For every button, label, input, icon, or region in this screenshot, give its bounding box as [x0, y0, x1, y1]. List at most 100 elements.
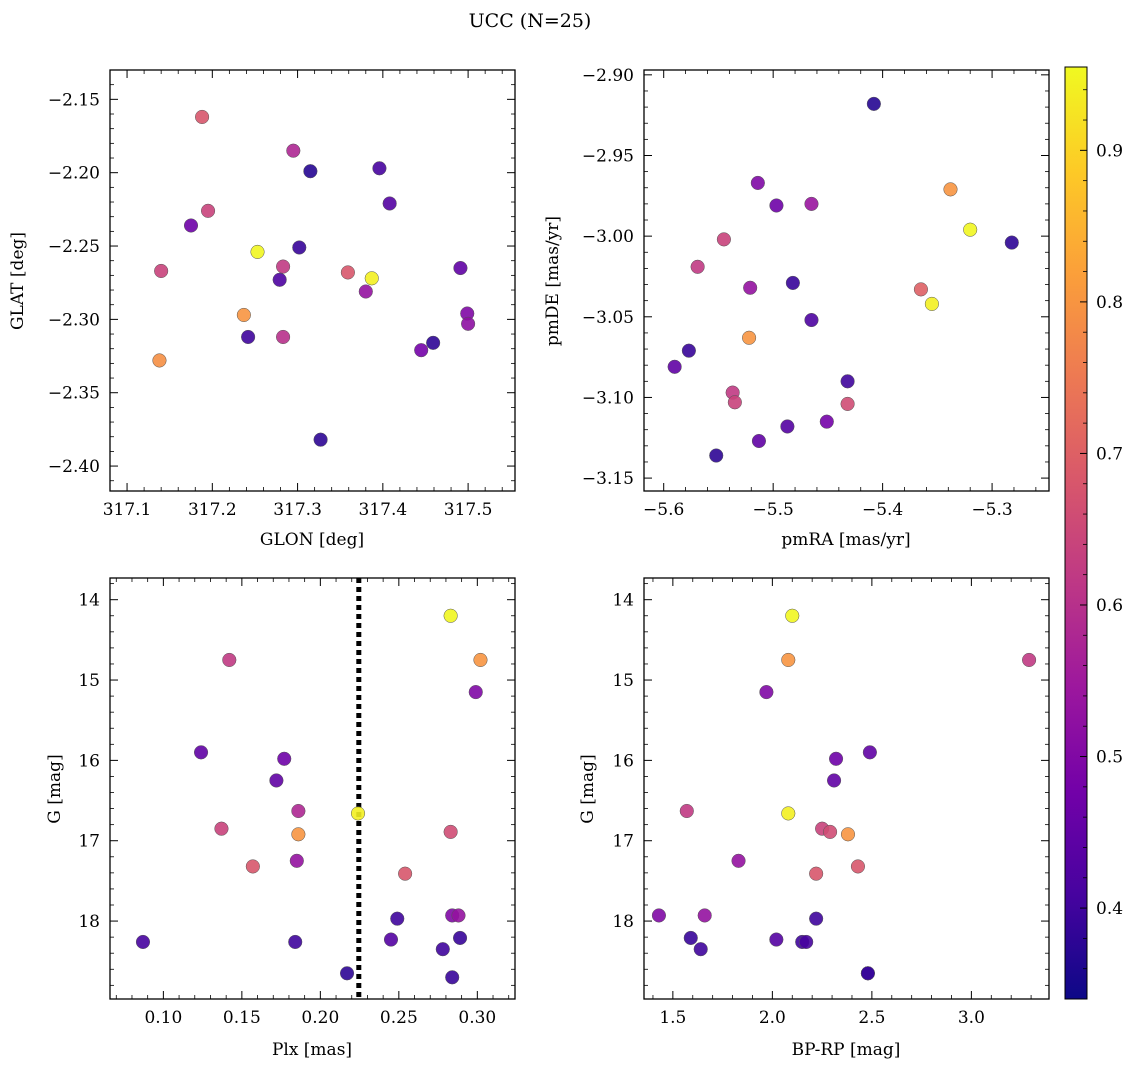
scatter-point	[358, 284, 373, 299]
scatter-point	[866, 96, 881, 111]
scatter-point	[288, 934, 303, 950]
scatter-point	[781, 806, 796, 821]
y-tick-label: −3.15	[582, 469, 634, 489]
y-axis-label: G [mag]	[578, 754, 598, 823]
scatter-point	[924, 296, 939, 311]
scatter-point	[135, 934, 151, 950]
x-tick-label: 0.25	[380, 1008, 418, 1028]
y-tick-label: −3.05	[582, 308, 634, 328]
scatter-point	[823, 824, 838, 839]
scatter-point	[451, 908, 466, 923]
scatter-point	[291, 827, 306, 842]
scatter-point	[241, 329, 256, 345]
y-tick-label: −2.40	[48, 457, 100, 477]
colorbar-tick-label: 0.4	[1096, 899, 1123, 919]
scatter-point	[850, 859, 865, 874]
scatter-point	[291, 803, 306, 819]
scatter-point	[276, 329, 291, 345]
scatter-point	[829, 751, 844, 766]
colorbar-gradient	[1064, 66, 1088, 1000]
scatter-point	[214, 821, 229, 836]
colorbar: 0.4 0.5 0.6 0.7 0.8 0.9	[1064, 66, 1123, 1000]
scatter-point	[339, 966, 355, 981]
x-axis-label: BP-RP [mag]	[792, 1040, 901, 1060]
scatter-point	[183, 218, 199, 233]
scatter-point	[690, 259, 705, 274]
scatter-point	[781, 652, 796, 668]
scatter-point	[1022, 652, 1037, 668]
scatter-point	[414, 343, 429, 358]
panel-plx-g: Plx [mas] G [mag] 0.10 0.15 0.20 0.25 0.30 14…	[45, 577, 516, 1060]
scatter-point	[453, 260, 468, 276]
scatter-point	[780, 419, 795, 434]
scatter-point	[731, 853, 746, 868]
scatter-point	[804, 196, 819, 211]
scatter-point	[152, 353, 167, 368]
scatter-point	[372, 161, 387, 176]
scatter-point	[819, 414, 834, 429]
scatter-point	[473, 652, 488, 668]
y-tick-label: 15	[612, 671, 634, 691]
colorbar-tick-label: 0.7	[1096, 444, 1123, 464]
scatter-point	[769, 932, 784, 947]
x-tick-label: −5.4	[862, 500, 903, 520]
y-tick-label: −2.30	[48, 310, 100, 330]
y-tick-label: 18	[612, 912, 634, 932]
scatter-point	[727, 395, 742, 410]
scatter-point	[222, 652, 237, 668]
x-tick-label: 317.5	[444, 500, 493, 520]
x-tick-label: 3.0	[958, 1008, 985, 1028]
scatter-point	[785, 608, 800, 623]
x-tick-label: 1.5	[659, 1008, 686, 1028]
figure-title: UCC (N=25)	[469, 10, 592, 32]
scatter-point	[860, 966, 875, 981]
colorbar-tick-label: 0.8	[1096, 293, 1123, 313]
x-tick-label: 2.0	[759, 1008, 786, 1028]
scatter-point	[303, 164, 318, 179]
x-tick-label: 317.2	[188, 500, 237, 520]
scatter-point	[716, 232, 731, 247]
y-axis-label: GLAT [deg]	[8, 232, 28, 330]
scatter-point	[751, 433, 766, 449]
scatter-point	[201, 203, 216, 218]
scatter-point	[364, 271, 379, 286]
panel-bprp-g: BP-RP [mag] G [mag] 1.5 2.0 2.5 3.0 14 15 16 17…	[578, 577, 1050, 1060]
x-tick-label: 2.5	[858, 1008, 885, 1028]
scatter-point	[426, 335, 441, 350]
scatter-point	[382, 196, 397, 211]
scatter-point	[383, 932, 399, 947]
colorbar-tick-label: 0.5	[1096, 748, 1123, 768]
scatter-point	[276, 259, 291, 274]
x-tick-label: 317.3	[273, 500, 322, 520]
scatter-point	[340, 265, 355, 280]
y-axis-label: G [mag]	[45, 754, 65, 823]
y-tick-label: 16	[78, 751, 100, 771]
scatter-point	[236, 307, 251, 323]
scatter-point	[697, 908, 712, 923]
x-tick-label: −5.5	[753, 500, 794, 520]
scatter-point	[250, 244, 265, 259]
scatter-point	[963, 222, 978, 237]
scatter-point	[742, 330, 757, 345]
y-tick-label: −2.35	[48, 384, 100, 404]
scatter-point	[443, 824, 458, 839]
scatter-point	[269, 773, 284, 788]
scatter-point	[683, 930, 698, 945]
x-tick-label: 0.10	[144, 1008, 182, 1028]
x-tick-label: 0.15	[223, 1008, 261, 1028]
x-tick-label: 317.4	[359, 500, 408, 520]
scatter-point	[799, 934, 814, 950]
x-axis-label: Plx [mas]	[272, 1040, 352, 1060]
scatter-point	[468, 685, 483, 700]
scatter-point	[443, 608, 458, 623]
plot-frame	[643, 577, 1050, 1000]
scatter-point	[943, 182, 958, 197]
scatter-point	[313, 432, 328, 447]
y-tick-label: −2.90	[582, 66, 634, 86]
scatter-point	[827, 773, 842, 788]
x-tick-label: −5.3	[971, 500, 1012, 520]
scatter-point	[840, 827, 856, 842]
scatter-point	[435, 942, 450, 957]
y-axis-label: pmDE [mas/yr]	[543, 216, 563, 346]
scatter-point	[862, 745, 877, 760]
